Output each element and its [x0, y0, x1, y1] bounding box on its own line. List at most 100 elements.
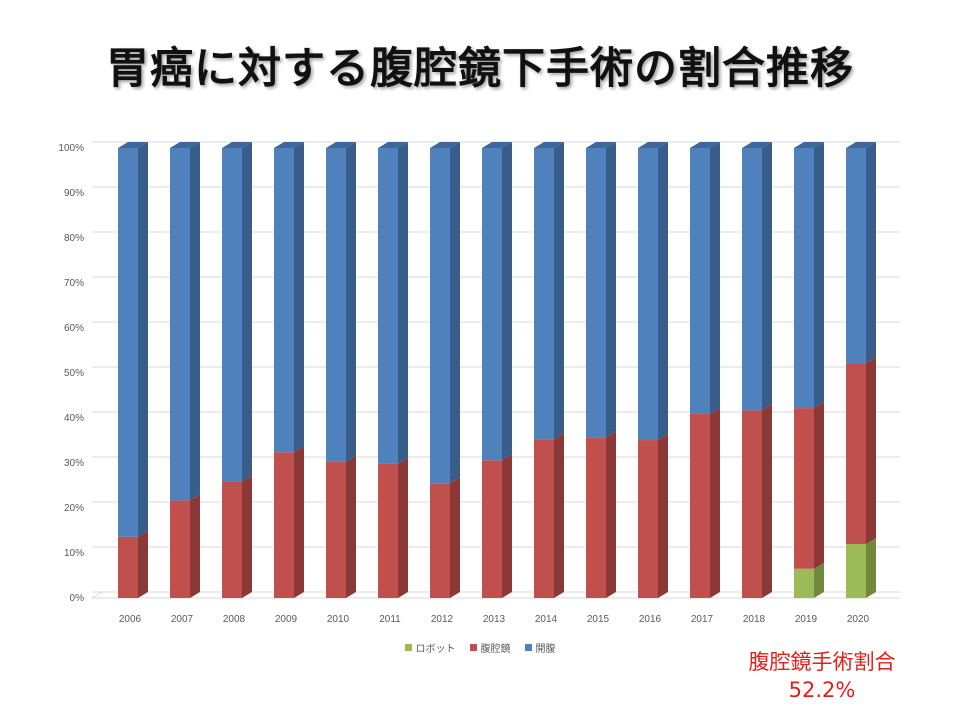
bar-segment-lap — [690, 407, 720, 598]
bar-front — [326, 461, 346, 598]
x-tick-label: 2007 — [171, 614, 194, 625]
legend-item-open: 開腹 — [524, 640, 556, 655]
bar-front — [482, 460, 502, 598]
floor-edge — [91, 591, 103, 599]
bar-front — [742, 148, 762, 411]
bar-segment-lap — [638, 434, 668, 598]
bar-front — [638, 440, 658, 598]
bar-side — [450, 142, 460, 484]
bar-side — [242, 475, 252, 598]
y-tick-label: 90% — [64, 188, 84, 199]
bar-segment-open — [430, 142, 460, 484]
bar-segment-lap — [326, 455, 356, 598]
bar-side — [710, 407, 720, 598]
y-tick-label: 30% — [64, 458, 84, 469]
x-tick-label: 2012 — [431, 614, 454, 625]
bar-side — [866, 538, 876, 598]
bar-side — [710, 142, 720, 414]
bar-segment-lap — [118, 530, 148, 598]
bar-side — [450, 477, 460, 598]
bar-segment-open — [326, 142, 356, 462]
bar-front — [482, 148, 502, 461]
legend-swatch — [524, 644, 532, 651]
annotation-value: 52.2% — [788, 678, 856, 702]
bar-segment-open — [742, 142, 772, 411]
bar-front — [378, 148, 398, 464]
bar-segment-lap — [846, 357, 876, 544]
bar-side — [502, 142, 512, 461]
bar-front — [794, 408, 814, 569]
bar-top — [794, 142, 824, 148]
bar-top — [742, 142, 772, 148]
bar-segment-lap — [378, 457, 408, 598]
y-axis-ticks: 0% 10% 20% 30% 40% 50% 60% 70% 80% 90% 100% — [58, 143, 84, 604]
bars — [118, 142, 876, 598]
y-tick-label: 10% — [64, 548, 84, 559]
bar-segment-lap — [794, 402, 824, 569]
x-axis-ticks: 2006 2007 2008 2009 2010 2011 2012 2013 2014 2015… — [119, 614, 870, 625]
x-tick-label: 2013 — [483, 614, 506, 625]
bar-segment-open — [534, 142, 564, 440]
bar-top — [690, 142, 720, 148]
bar-top — [586, 142, 616, 148]
page-title: 胃癌に対する腹腔鏡下手術の割合推移 — [106, 44, 854, 94]
bar-front — [430, 483, 450, 598]
bar-top — [534, 142, 564, 148]
bar-segment-lap — [586, 431, 616, 598]
bar-segment-lap — [430, 477, 460, 598]
bar-side — [294, 446, 304, 598]
bar-front — [846, 544, 866, 598]
bar-side — [866, 357, 876, 544]
x-tick-label: 2017 — [691, 614, 714, 625]
y-tick-label: 70% — [64, 278, 84, 289]
x-tick-label: 2018 — [743, 614, 766, 625]
bar-front — [326, 148, 346, 462]
bar-front — [690, 413, 710, 598]
bar-front — [586, 148, 606, 438]
bar-segment-lap — [534, 433, 564, 598]
y-tick-label: 40% — [64, 413, 84, 424]
x-tick-label: 2011 — [379, 614, 401, 625]
bar-top — [430, 142, 460, 148]
bar-front — [118, 536, 138, 598]
x-tick-label: 2006 — [119, 614, 142, 625]
y-tick-label: 60% — [64, 323, 84, 334]
bar-front — [690, 148, 710, 414]
bar-segment-lap — [170, 494, 200, 598]
bar-segment-lap — [742, 404, 772, 598]
annotation-box: 腹腔鏡手術割合 52.2% — [722, 648, 922, 704]
bar-side — [658, 142, 668, 441]
bar-front — [586, 437, 606, 598]
bar-front — [118, 148, 138, 537]
legend-swatch — [404, 644, 412, 651]
legend-item-robot: ロボット — [404, 640, 456, 655]
bar-segment-open — [274, 142, 304, 453]
bar-front — [846, 148, 866, 364]
bar-front — [170, 500, 190, 598]
bar-segment-open — [118, 142, 148, 537]
bar-segment-robot — [846, 538, 876, 598]
x-tick-label: 2020 — [847, 614, 870, 625]
bar-top — [326, 142, 356, 148]
bar-side — [866, 142, 876, 364]
bar-segment-open — [222, 142, 252, 482]
bar-top — [378, 142, 408, 148]
bar-top — [118, 142, 148, 148]
bar-front — [222, 148, 242, 482]
bar-side — [814, 142, 824, 409]
bar-segment-open — [690, 142, 720, 414]
bar-side — [138, 530, 148, 598]
x-tick-label: 2008 — [223, 614, 246, 625]
bar-segment-open — [482, 142, 512, 461]
bar-side — [242, 142, 252, 482]
bar-side — [814, 402, 824, 569]
bar-side — [190, 494, 200, 598]
y-tick-label: 80% — [64, 233, 84, 244]
bar-front — [274, 148, 294, 453]
bar-front — [742, 410, 762, 598]
bar-top — [482, 142, 512, 148]
bar-front — [274, 452, 294, 598]
bar-top — [170, 142, 200, 148]
bar-top — [846, 142, 876, 148]
bar-side — [814, 562, 824, 598]
